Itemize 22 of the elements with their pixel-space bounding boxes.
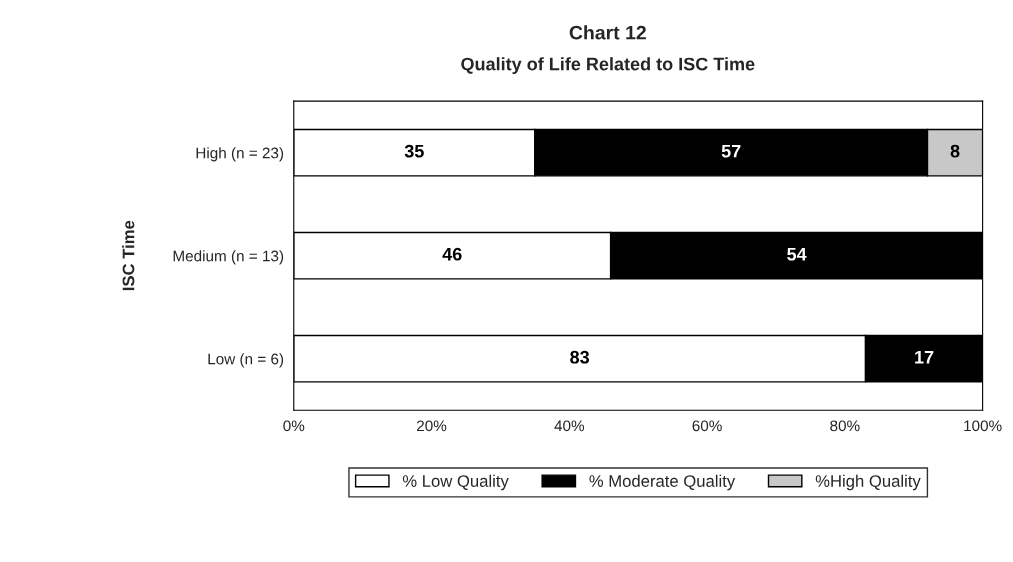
legend-label: % Moderate Quality bbox=[589, 474, 736, 491]
x-tick-label: 100% bbox=[964, 420, 1002, 432]
x-tick-label: 40% bbox=[554, 420, 585, 432]
x-tick-label: 20% bbox=[417, 420, 447, 432]
data-label: 46 bbox=[442, 247, 462, 261]
data-label: 57 bbox=[721, 144, 741, 158]
y-tick-label: Medium (n = 13) bbox=[173, 250, 284, 265]
x-tick-label: 60% bbox=[692, 420, 722, 432]
data-label: 35 bbox=[404, 144, 424, 158]
legend-label: % Low Quality bbox=[402, 474, 509, 491]
legend-label: %High Quality bbox=[815, 474, 921, 491]
data-label: 54 bbox=[787, 247, 807, 261]
y-axis-title: ISC Time bbox=[122, 220, 135, 291]
chart-subtitle: Quality of Life Related to ISC Time bbox=[461, 57, 755, 74]
x-tick-label: 0% bbox=[283, 420, 305, 432]
y-tick-label: High (n = 23) bbox=[196, 147, 284, 162]
x-tick-label: 80% bbox=[830, 420, 860, 432]
data-label: 83 bbox=[570, 350, 590, 364]
chart-title: Chart 12 bbox=[569, 25, 646, 40]
y-tick-label: Low (n = 6) bbox=[208, 353, 284, 368]
data-label: 17 bbox=[915, 350, 934, 364]
data-label: 8 bbox=[950, 144, 960, 158]
